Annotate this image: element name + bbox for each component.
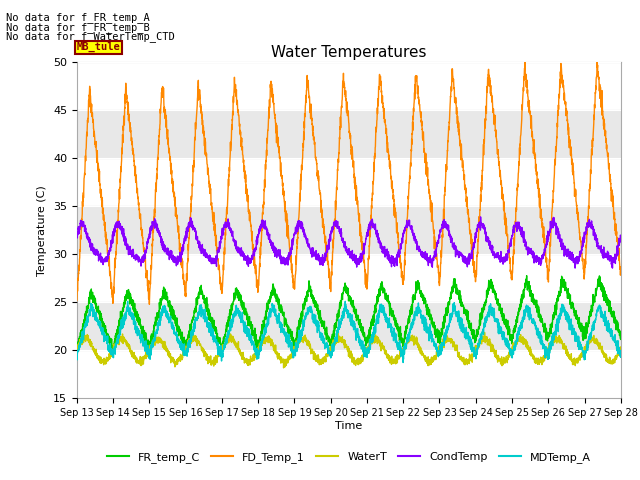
Text: MB_tule: MB_tule <box>77 42 120 52</box>
X-axis label: Time: Time <box>335 421 362 431</box>
Bar <box>77 302 621 350</box>
Text: No data for f_FR_temp_B: No data for f_FR_temp_B <box>6 22 150 33</box>
Bar <box>77 110 621 158</box>
Title: Water Temperatures: Water Temperatures <box>271 45 426 60</box>
Bar <box>77 206 621 254</box>
Y-axis label: Temperature (C): Temperature (C) <box>37 185 47 276</box>
Text: No data for f_FR_temp_A: No data for f_FR_temp_A <box>6 12 150 23</box>
Legend: FR_temp_C, FD_Temp_1, WaterT, CondTemp, MDTemp_A: FR_temp_C, FD_Temp_1, WaterT, CondTemp, … <box>102 448 595 468</box>
Text: No data for f_WaterTemp_CTD: No data for f_WaterTemp_CTD <box>6 31 175 42</box>
